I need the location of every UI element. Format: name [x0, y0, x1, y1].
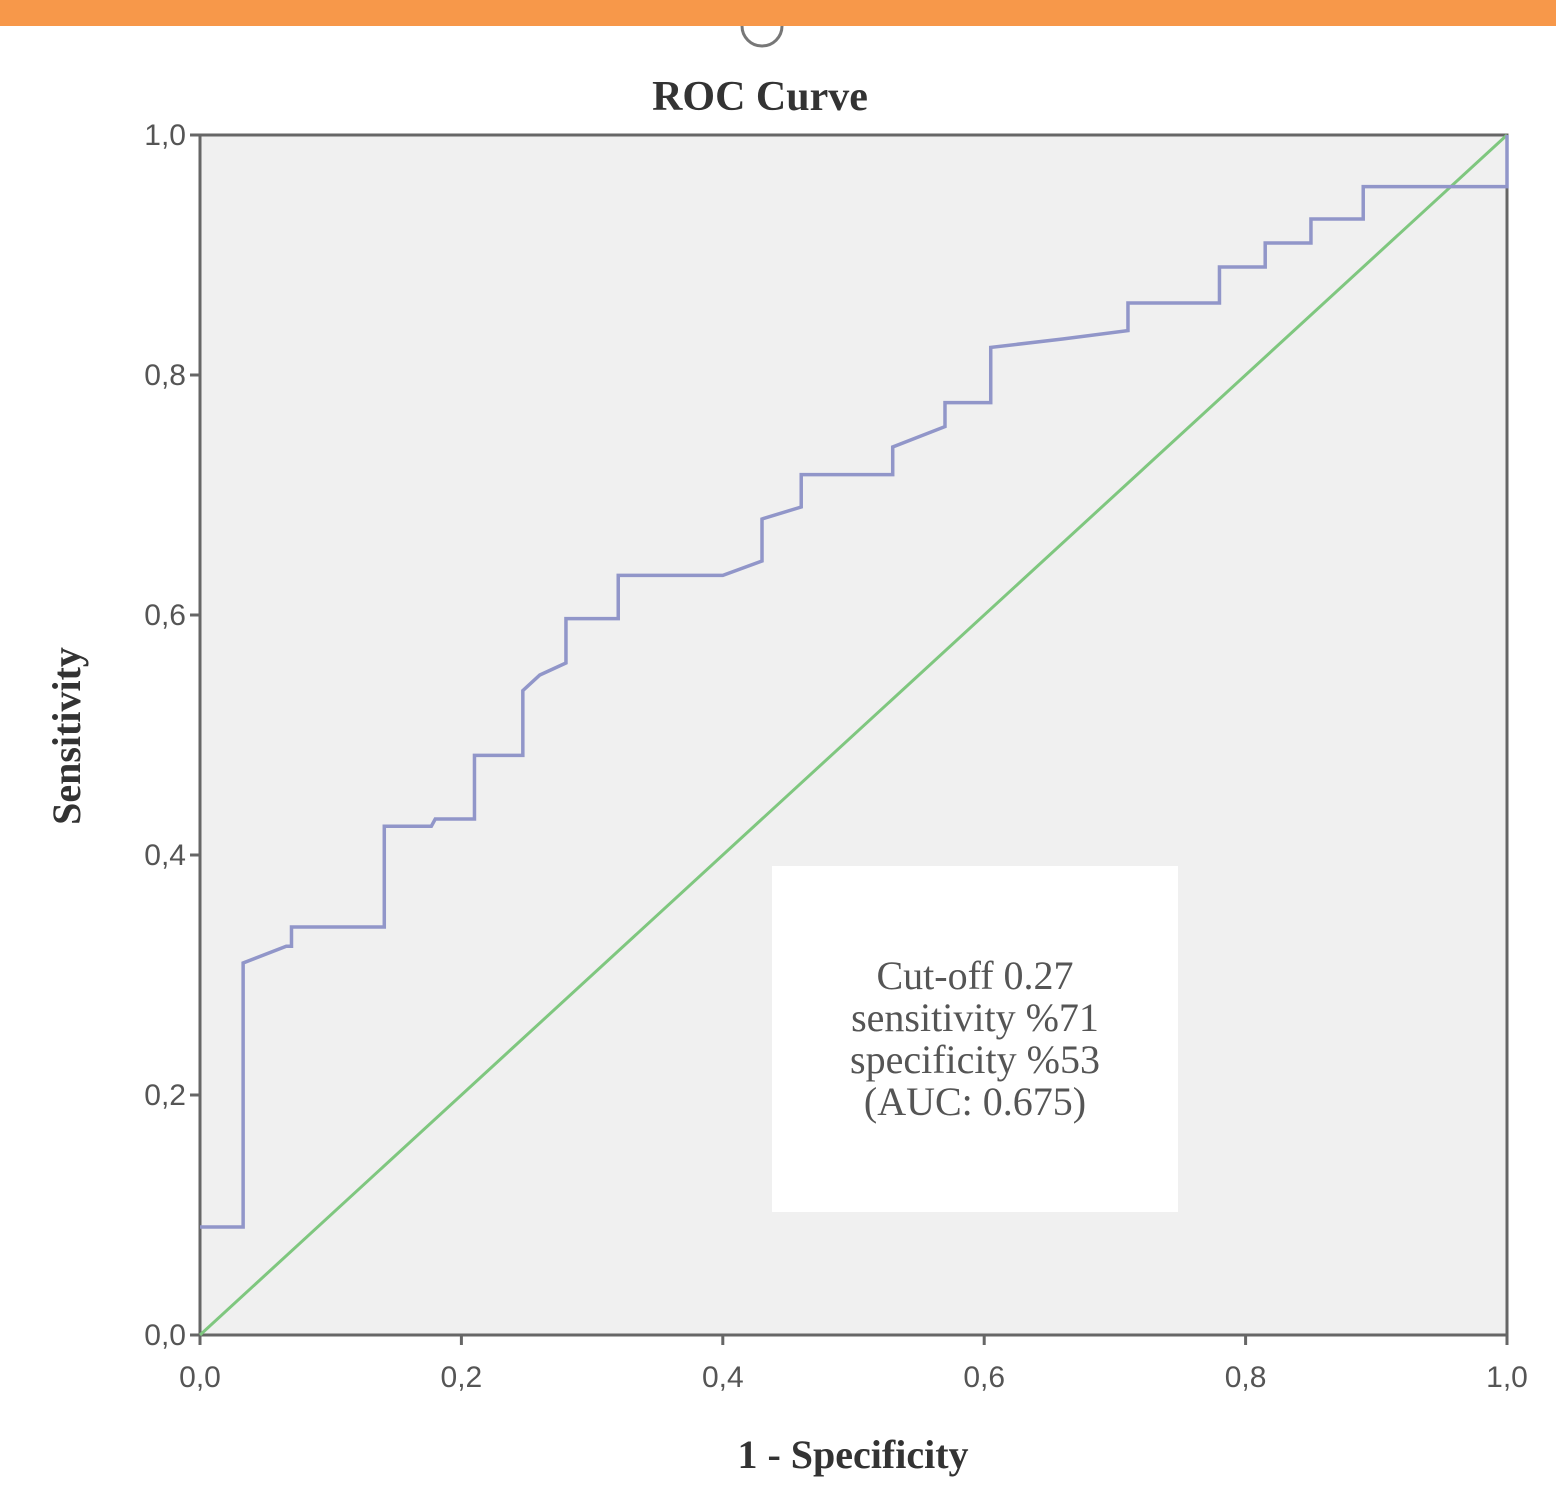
- x-tick-label: 0,4: [702, 1361, 744, 1394]
- x-axis-ticks: 0,0 0,2 0,4 0,6 0,8 1,0: [179, 1335, 1528, 1394]
- annotation-line-auc: (AUC: 0.675): [863, 1079, 1087, 1124]
- annotation-line-sensitivity: sensitivity %71: [851, 995, 1099, 1040]
- annotation-line-cutoff: Cut-off 0.27: [876, 953, 1074, 998]
- x-tick-label: 0,8: [1225, 1361, 1267, 1394]
- top-circle-fragment: [740, 25, 784, 48]
- y-tick-label: 0,2: [144, 1079, 186, 1112]
- y-tick-label: 1,0: [144, 119, 186, 152]
- x-tick-label: 1,0: [1486, 1361, 1528, 1394]
- annotation-line-specificity: specificity %53: [850, 1037, 1100, 1082]
- x-tick-label: 0,2: [441, 1361, 483, 1394]
- roc-curve-line: [200, 135, 1509, 1229]
- x-tick-label: 0,6: [963, 1361, 1005, 1394]
- cutoff-annotation-box: Cut-off 0.27 sensitivity %71 specificity…: [772, 866, 1178, 1212]
- y-tick-label: 0,6: [144, 599, 186, 632]
- y-tick-label: 0,8: [144, 359, 186, 392]
- y-tick-label: 0,4: [144, 839, 186, 872]
- y-axis-ticks: 0,0 0,2 0,4 0,6 0,8 1,0: [144, 119, 200, 1352]
- y-axis-label: Sensitivity: [44, 647, 89, 825]
- top-bar: [0, 0, 1556, 26]
- y-tick-label: 0,0: [144, 1319, 186, 1352]
- x-axis-label: 1 - Specificity: [737, 1432, 968, 1477]
- x-tick-label: 0,0: [179, 1361, 221, 1394]
- reference-diagonal-line: [198, 133, 1509, 1337]
- chart-title: ROC Curve: [652, 74, 868, 120]
